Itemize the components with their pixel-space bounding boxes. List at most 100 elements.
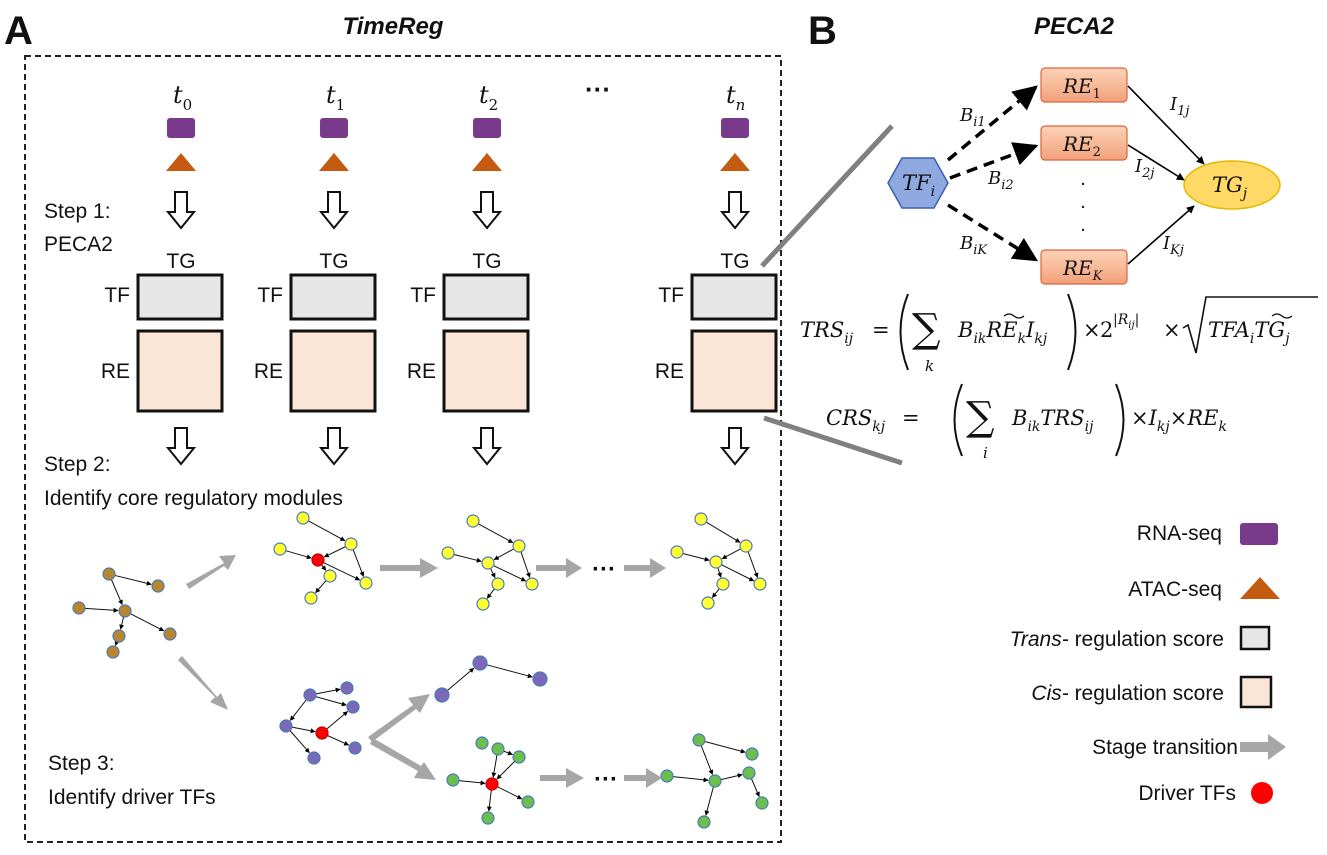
legend-stage-swatch [1240, 734, 1286, 760]
crs-term: BikTRSij [1011, 406, 1094, 435]
rna-seq-icon [721, 118, 749, 138]
network-node [532, 671, 548, 687]
atac-seq-icon [166, 153, 196, 171]
step2-label: Step 2: [44, 453, 111, 476]
cis-score-matrix [690, 329, 778, 413]
network-edge [291, 726, 316, 734]
network-edge [327, 735, 350, 746]
network-edge [119, 616, 125, 630]
matrix-tf-label: TF [104, 284, 130, 307]
network-node [323, 569, 337, 583]
timepoint-label: t2 [479, 81, 498, 114]
network-node [525, 577, 539, 591]
network-node [512, 750, 526, 764]
matrix-re-label: RE [254, 360, 283, 383]
network-edge [486, 588, 495, 599]
driver-tf-node [485, 777, 499, 791]
rna-seq-icon [167, 118, 195, 138]
network-edge [497, 786, 523, 800]
tf-node [887, 157, 949, 209]
network-edge [493, 548, 514, 561]
network-node [102, 567, 116, 581]
panel-a-title: TimeReg [343, 13, 444, 40]
network-graph [279, 681, 362, 765]
network-node [753, 577, 767, 591]
step1-label: Step 1: [44, 200, 111, 223]
timepoint-labels: t0 t1 t2 ··· tn [173, 74, 745, 114]
network-node [446, 773, 460, 787]
i-edge [1127, 144, 1185, 181]
legend-driver-label: Driver TFs [1138, 782, 1236, 805]
legend-trans-label: Trans- regulation score [1010, 628, 1224, 651]
network-edge [503, 750, 513, 756]
stage-arrow [624, 768, 662, 788]
down-arrow-icon [719, 191, 751, 230]
network-node [118, 604, 132, 618]
network-node [348, 741, 362, 755]
network-node [481, 556, 495, 570]
legend-atac-label: ATAC-seq [1128, 578, 1222, 601]
down-arrow-icon [719, 427, 751, 466]
re-nodes: RE1 RE2 REK [1040, 67, 1128, 285]
tg-node-label: TGj [1212, 173, 1248, 202]
legend-stage-label: Stage transition [1092, 736, 1238, 759]
down-arrow-icon [318, 427, 350, 466]
matrix-re-label: RE [655, 360, 684, 383]
network-node [434, 687, 450, 703]
trs-times1: × [1083, 318, 1101, 342]
network-node [304, 591, 318, 605]
legend-trans-swatch [1239, 625, 1271, 651]
peca2-matrices: TG TF RE TG TF RE TG TF RE TG TF RE [101, 250, 778, 413]
i-edge [1127, 205, 1195, 265]
trs-sqrt [1182, 296, 1318, 354]
network-node [697, 815, 711, 829]
network-edge [285, 550, 312, 560]
network-node [441, 546, 455, 560]
network-node [660, 769, 674, 783]
network-graph [441, 514, 539, 611]
network-node [106, 645, 120, 659]
atac-seq-icon [319, 153, 349, 171]
network-edge [453, 553, 482, 563]
network-edge [114, 640, 120, 646]
stage-arrow [536, 558, 582, 578]
network-node [163, 627, 177, 641]
crs-right-paren [1115, 383, 1125, 457]
down-arrow-icon [471, 191, 503, 230]
network-edge [323, 562, 361, 581]
stage-arrow [186, 555, 236, 589]
network-node [279, 719, 293, 733]
network-node [670, 545, 684, 559]
network-graph [273, 511, 373, 605]
timepoint-ellipsis: ··· [585, 74, 611, 104]
legend-cis-label: Cis- regulation score [1031, 682, 1224, 705]
network-edge [491, 754, 498, 778]
trs-formula: TRSij = ∑ k BikREkIkj × 2 |Rij| × TFAiTG… [800, 293, 1318, 375]
trans-score-matrix [442, 273, 530, 321]
trs-lhs: TRSij [800, 318, 854, 347]
svg-text:.: . [1080, 168, 1086, 190]
network-node [472, 655, 488, 671]
re-tg-edges [1127, 85, 1205, 265]
network-edge [323, 546, 346, 558]
tf-node-label: TFi [902, 171, 935, 200]
network-edge [289, 730, 310, 754]
network-graph [446, 736, 535, 825]
network-graph [72, 567, 177, 659]
svg-text:.: . [1080, 214, 1086, 236]
network-node [296, 511, 310, 525]
trs-times2: × [1163, 318, 1181, 342]
rna-seq-icon [320, 118, 348, 138]
network-edge [720, 773, 743, 781]
zoom-connector-bottom [763, 415, 903, 466]
trs-tilde [1003, 313, 1025, 319]
stage-arrow [368, 694, 430, 742]
b-edge-label: Bi2 [987, 168, 1014, 193]
crs-sum-index: i [983, 444, 988, 462]
network-edge [447, 667, 475, 691]
network-edge [490, 568, 496, 579]
network-edge [130, 613, 165, 632]
network-node [521, 795, 535, 809]
network-edge [747, 551, 759, 578]
